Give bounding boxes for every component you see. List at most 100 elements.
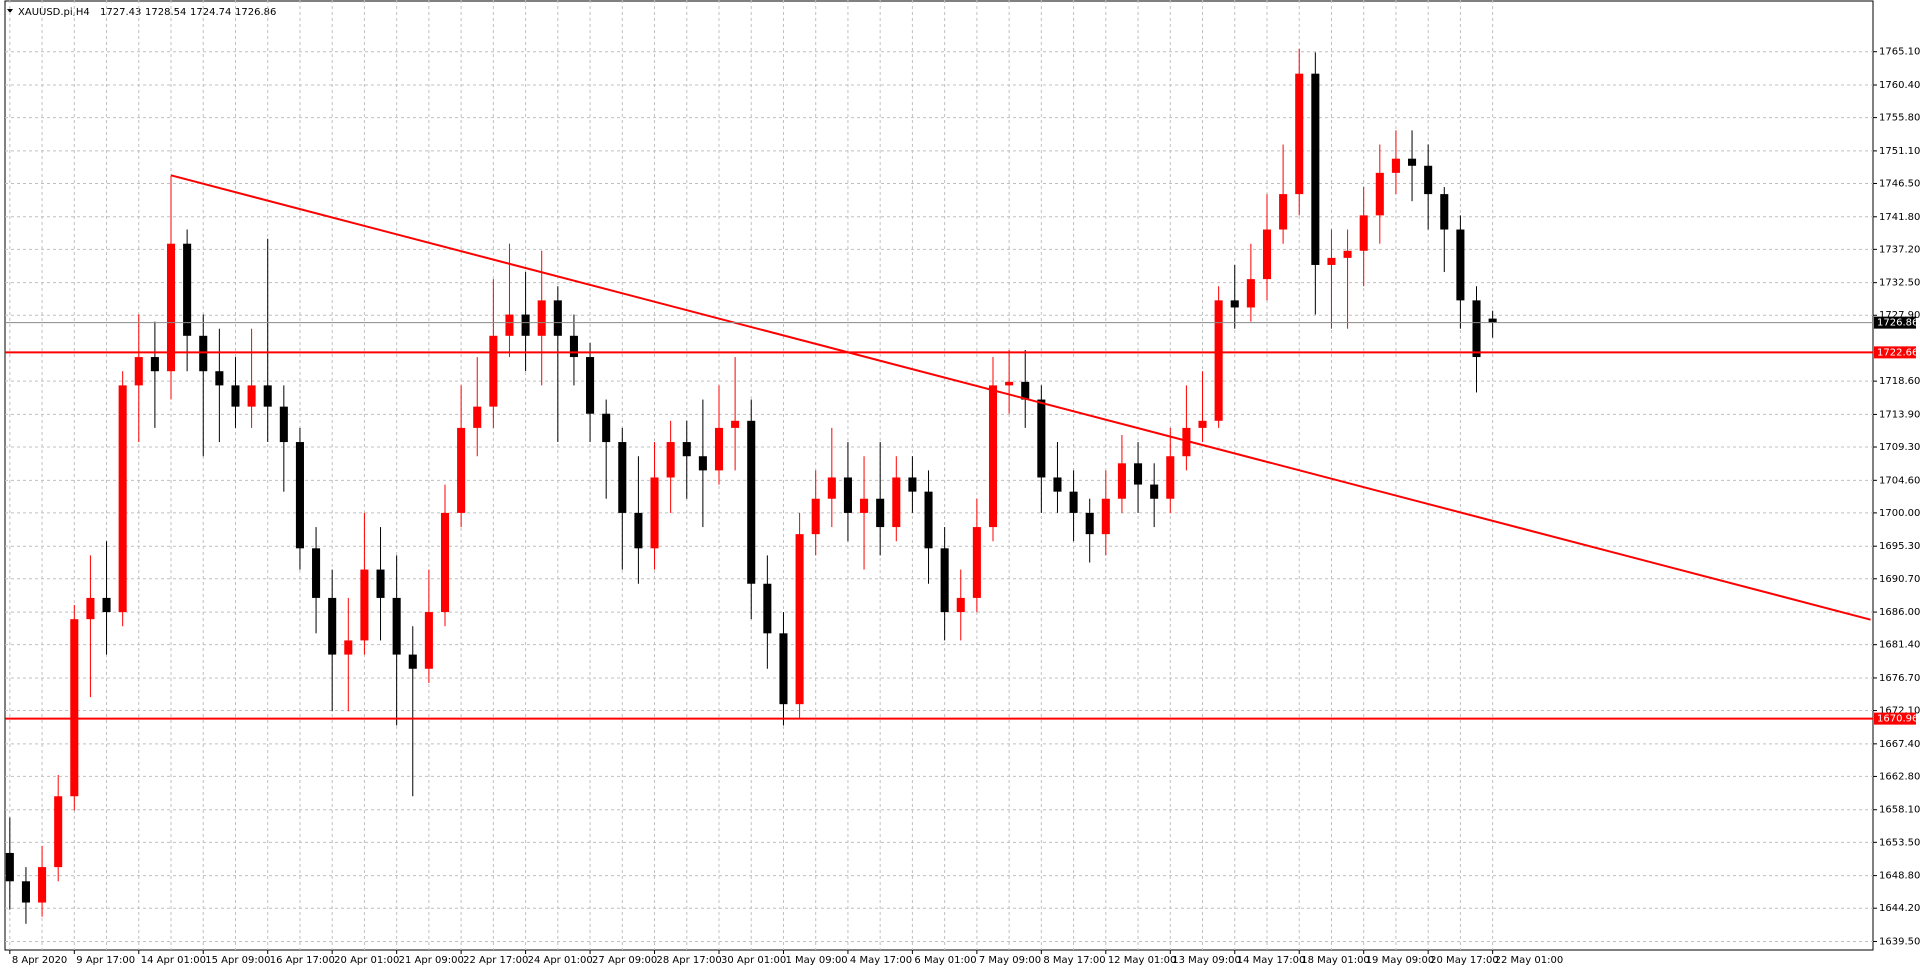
candle-body (811, 498, 820, 535)
candle-body (795, 534, 804, 705)
plot-frame (4, 0, 1874, 951)
x-tick-label: 8 May 17:00 (1043, 955, 1105, 966)
candle-body (1166, 456, 1175, 499)
candle-body (118, 385, 127, 613)
x-tick-label: 14 May 17:00 (1237, 955, 1306, 966)
y-tick-label: 1690.70 (1879, 574, 1920, 585)
candle-body (569, 335, 578, 358)
candle-body (924, 491, 933, 549)
x-tick-label: 20 May 17:00 (1430, 955, 1499, 966)
y-tick-label: 1672.10 (1879, 706, 1920, 717)
candle-body (682, 442, 691, 457)
candle-body (1021, 381, 1030, 400)
candle-body (473, 406, 482, 428)
candle-body (1134, 463, 1143, 485)
x-tick-label: 12 May 01:00 (1108, 955, 1177, 966)
candle-body (134, 357, 143, 386)
ohlc-close: 1726.86 (235, 7, 276, 18)
x-tick-label: 22 Apr 17:00 (463, 955, 528, 966)
candle-body (279, 406, 288, 443)
level-label-box (1874, 712, 1916, 725)
y-tick-label: 1765.10 (1879, 47, 1920, 58)
y-tick-label: 1751.10 (1879, 146, 1920, 157)
symbol: XAUUSD.pi,H4 (18, 7, 90, 18)
x-tick-label: 30 Apr 01:00 (721, 955, 786, 966)
candle-body (747, 420, 756, 584)
y-tick-label: 1648.80 (1879, 871, 1920, 882)
candle-body (1182, 427, 1191, 457)
candle-body (521, 314, 530, 336)
candle-body (199, 335, 208, 372)
candle-body (1230, 300, 1239, 308)
candle-body (150, 357, 159, 372)
candle-body (440, 512, 450, 613)
candle-body (698, 456, 707, 471)
x-tick-label: 15 Apr 09:00 (205, 955, 270, 966)
candle-body (876, 498, 885, 528)
candle-body (1085, 512, 1094, 535)
ohlc-high: 1728.54 (145, 7, 186, 18)
candle-body (505, 314, 514, 336)
candle-body (634, 512, 643, 549)
price-label-box (1874, 316, 1916, 329)
x-tick-label: 4 May 17:00 (850, 955, 912, 966)
candle-body (1440, 194, 1449, 230)
candle-body (376, 569, 385, 598)
candle-body (457, 427, 466, 513)
candle-body (38, 867, 47, 903)
candle-body (215, 371, 224, 386)
y-tick-label: 1662.80 (1879, 771, 1920, 782)
candle-body (779, 633, 788, 705)
candle-body (166, 243, 176, 372)
candle-body (408, 654, 417, 669)
level-label: 1670.96 (1877, 714, 1918, 725)
candle-body (1101, 498, 1110, 535)
x-tick-label: 6 May 01:00 (914, 955, 976, 966)
candle-body (424, 612, 433, 669)
candle-body (263, 385, 272, 407)
ohlc-open: 1727.43 (100, 7, 141, 18)
candle-body (988, 385, 998, 528)
y-tick-label: 1737.20 (1879, 244, 1920, 255)
candle-body (1198, 420, 1207, 428)
candle-body (392, 597, 401, 655)
candle-body (763, 583, 772, 634)
candle-body (860, 498, 869, 513)
candle-body (295, 442, 304, 549)
candle-body (360, 569, 369, 641)
candle-body (1343, 250, 1352, 258)
y-tick-label: 1709.30 (1879, 442, 1920, 453)
candle-body (1005, 381, 1014, 386)
y-tick-label: 1653.50 (1879, 837, 1920, 848)
candle-body (1214, 300, 1223, 421)
x-tick-label: 14 Apr 01:00 (141, 955, 206, 966)
level-label-box (1874, 346, 1916, 359)
x-tick-label: 7 May 09:00 (979, 955, 1041, 966)
y-tick-label: 1727.90 (1879, 310, 1920, 321)
candle-body (328, 597, 337, 655)
candle-body (1295, 73, 1304, 195)
y-tick-label: 1667.40 (1879, 739, 1920, 750)
candle-body (843, 477, 852, 513)
candle-body (827, 477, 836, 499)
candle-body (1408, 158, 1417, 166)
y-tick-label: 1695.30 (1879, 541, 1920, 552)
x-tick-label: 19 May 09:00 (1366, 955, 1435, 966)
candle-body (537, 300, 546, 336)
candle-body (1456, 229, 1465, 301)
candle-body (1359, 215, 1368, 251)
candle-body (1391, 158, 1400, 173)
candle-body (1037, 399, 1046, 478)
candle-body (972, 527, 981, 598)
candle-body (1311, 73, 1320, 265)
y-tick-label: 1644.20 (1879, 903, 1920, 914)
y-tick-label: 1700.00 (1879, 508, 1920, 519)
x-tick-label: 20 Apr 01:00 (334, 955, 399, 966)
x-tick-label: 24 Apr 01:00 (528, 955, 593, 966)
candle-body (1117, 463, 1126, 499)
menu-arrow[interactable] (7, 9, 13, 13)
y-tick-label: 1686.00 (1879, 607, 1920, 618)
y-tick-label: 1732.50 (1879, 278, 1920, 289)
